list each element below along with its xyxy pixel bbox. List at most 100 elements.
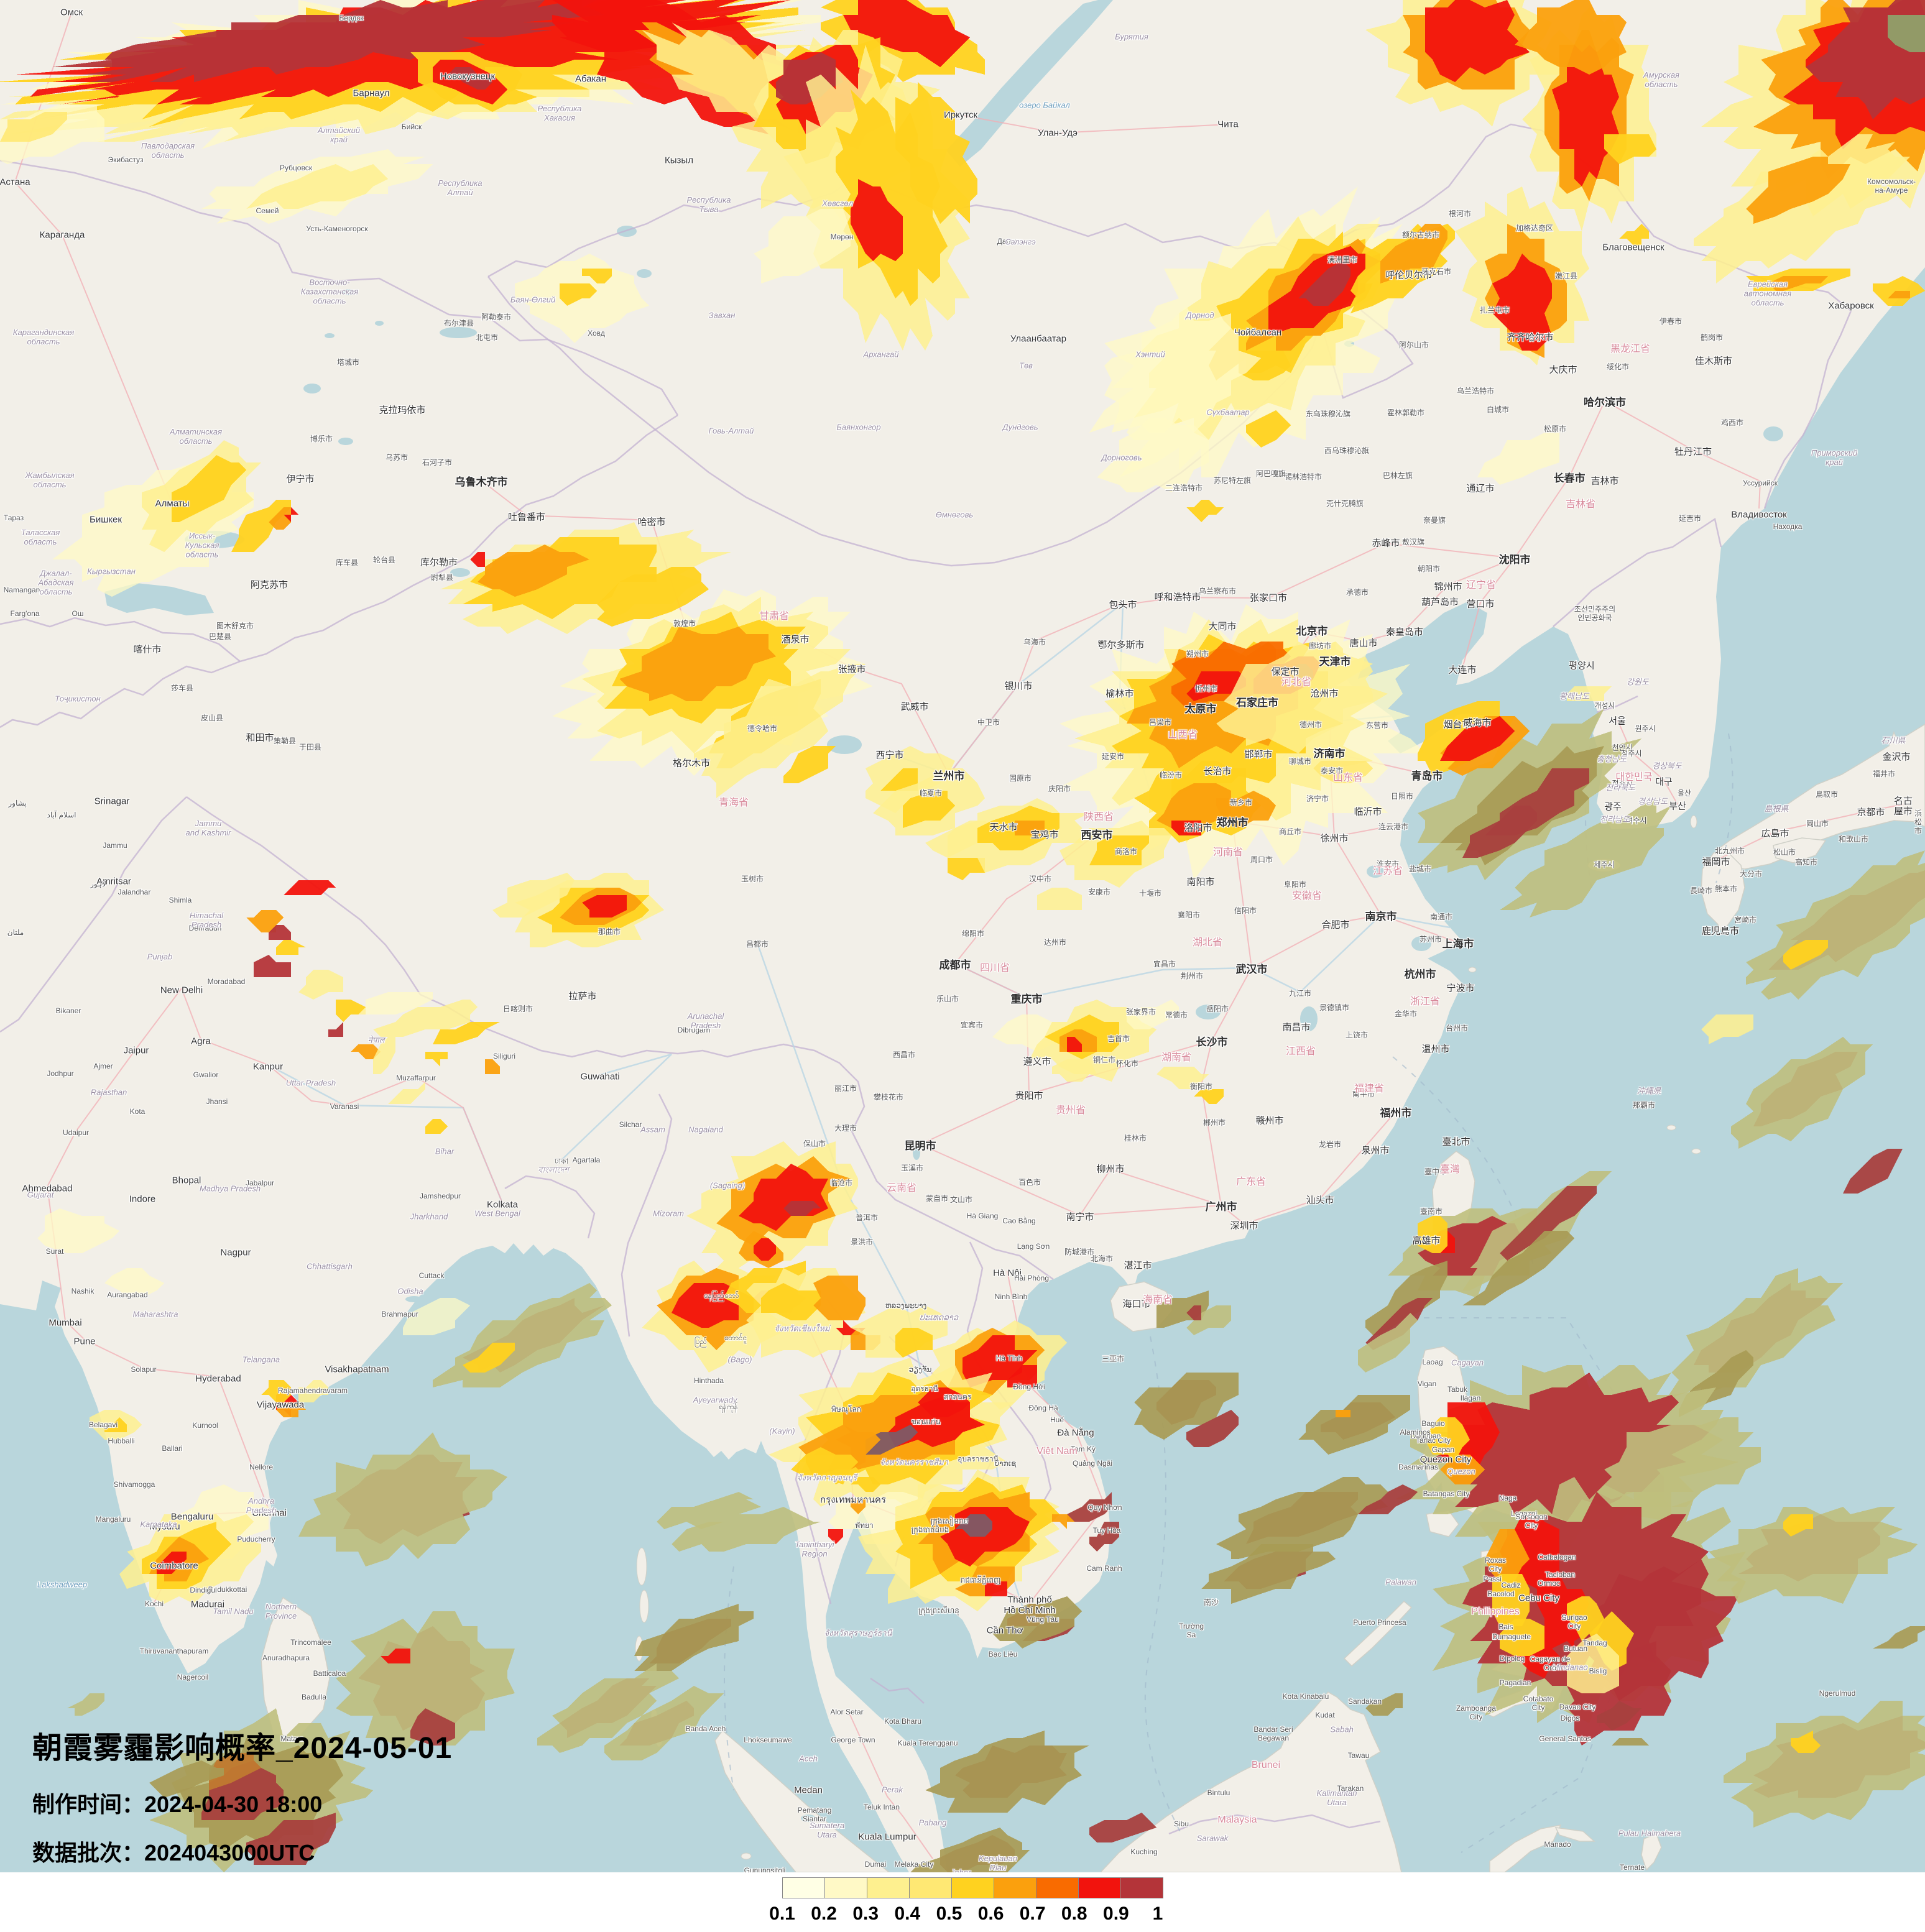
heat-blob [1156, 1067, 1209, 1089]
heat-overlay-layer [0, 0, 1925, 1872]
lake-toba [801, 1815, 816, 1822]
admin-border [0, 796, 187, 1033]
heat-blob [1597, 1417, 1761, 1507]
heat-blob [336, 1000, 366, 1022]
island [1691, 1148, 1701, 1154]
heat-blob [1358, 1313, 1418, 1373]
heat-blob [1216, 1477, 1388, 1559]
heat-blob [761, 1283, 821, 1320]
heat-blob [172, 455, 246, 522]
heat-blob [1694, 134, 1910, 283]
heat-blob [1477, 433, 1559, 485]
heat-blob [992, 1596, 1082, 1649]
heat-blob [1500, 1186, 1597, 1261]
heat-blob [209, 1753, 261, 1790]
heat-blob [754, 1238, 776, 1261]
heat-blob [783, 1201, 821, 1216]
heat-blob [672, 1283, 739, 1328]
legend-value: 0.5 [936, 1903, 962, 1924]
island [636, 1547, 647, 1586]
heat-blob [1186, 1305, 1201, 1320]
heat-blob [381, 1649, 410, 1663]
heat-blob [410, 1708, 455, 1746]
heat-blob [537, 1663, 679, 1753]
heat-blob [1089, 835, 1149, 865]
heat-blob [1007, 1365, 1037, 1387]
map-canvas[interactable]: Омск Бердск Барнаул Новокузнецк Абакан Бийск Р… [0, 0, 1925, 1872]
heat-blob [754, 209, 851, 283]
island [1099, 1691, 1402, 1872]
legend-value: 0.1 [769, 1903, 795, 1924]
heat-blob [560, 283, 597, 306]
heat-blob [403, 1298, 470, 1335]
heat-blob [1746, 850, 1925, 1000]
lake [342, 289, 354, 295]
heat-blob [231, 500, 291, 552]
heat-blob [880, 768, 918, 791]
heat-blob [1298, 1395, 1410, 1455]
heat-blob [895, 82, 977, 224]
heat-blob [1186, 500, 1224, 522]
heat-blob [1783, 1514, 1813, 1537]
legend-swatch [1121, 1878, 1163, 1898]
island [1638, 1101, 1650, 1107]
admin-border [0, 617, 241, 662]
lake-chilika [405, 1296, 423, 1302]
heat-blob [836, 90, 948, 306]
legend-swatch [952, 1878, 994, 1898]
heat-blob [1425, 0, 1530, 82]
island [639, 1589, 649, 1623]
lake-zaysan [440, 327, 477, 338]
admin-border [186, 796, 1054, 1281]
lake [450, 568, 470, 577]
heat-blob [284, 507, 298, 522]
lake [637, 269, 652, 278]
heat-blob [1186, 1305, 1231, 1335]
heat-blob [1746, 157, 1850, 224]
heat-blob [1089, 1813, 1156, 1842]
heat-blob [425, 1119, 448, 1134]
lake-khanka [1763, 426, 1783, 441]
road [1122, 542, 1515, 605]
island [1666, 1125, 1676, 1131]
heat-blob [1664, 1268, 1843, 1402]
admin-border [504, 1175, 596, 1239]
admin-border [487, 248, 1414, 567]
heat-blob [104, 1268, 164, 1298]
heat-blob [1194, 1089, 1224, 1104]
lake-baikal [946, 0, 1113, 167]
heat-blob [328, 1022, 343, 1037]
title-block: 朝霞雾霾影响概率_2024-05-01 制作时间：2024-04-30 18:0… [32, 1723, 452, 1867]
road [1251, 914, 1382, 968]
island [714, 1729, 890, 1872]
heat-blob [388, 1082, 425, 1104]
heat-blob [895, 1328, 933, 1358]
legend-value: 1 [1152, 1903, 1163, 1924]
island [1468, 967, 1477, 973]
heat-blob [634, 1604, 754, 1671]
heat-blob [1552, 45, 1619, 186]
heat-blob [246, 164, 388, 209]
heat-blob [1037, 888, 1082, 910]
heat-blob [201, 1760, 284, 1820]
heat-blob [1313, 761, 1373, 783]
heat-blob [903, 791, 955, 828]
heat-blob [1612, 1738, 1649, 1746]
heat-blob [925, 1731, 1089, 1813]
heat-blob [985, 1581, 1007, 1596]
lake [338, 438, 353, 445]
heat-blob [1492, 254, 1552, 351]
heat-blob [1298, 261, 1350, 306]
legend-swatch [867, 1878, 910, 1898]
road [960, 114, 1229, 134]
heat-blob [582, 895, 627, 918]
heat-blob [1380, 224, 1447, 283]
heat-blob [246, 1813, 336, 1865]
heat-blob [1462, 806, 1537, 858]
admin-border [1168, 1814, 1381, 1835]
heat-blob [149, 1760, 224, 1798]
legend-value: 0.8 [1061, 1903, 1087, 1924]
heat-blob [254, 955, 291, 977]
lake-qinghai [827, 735, 862, 754]
heat-blob [425, 1052, 448, 1067]
